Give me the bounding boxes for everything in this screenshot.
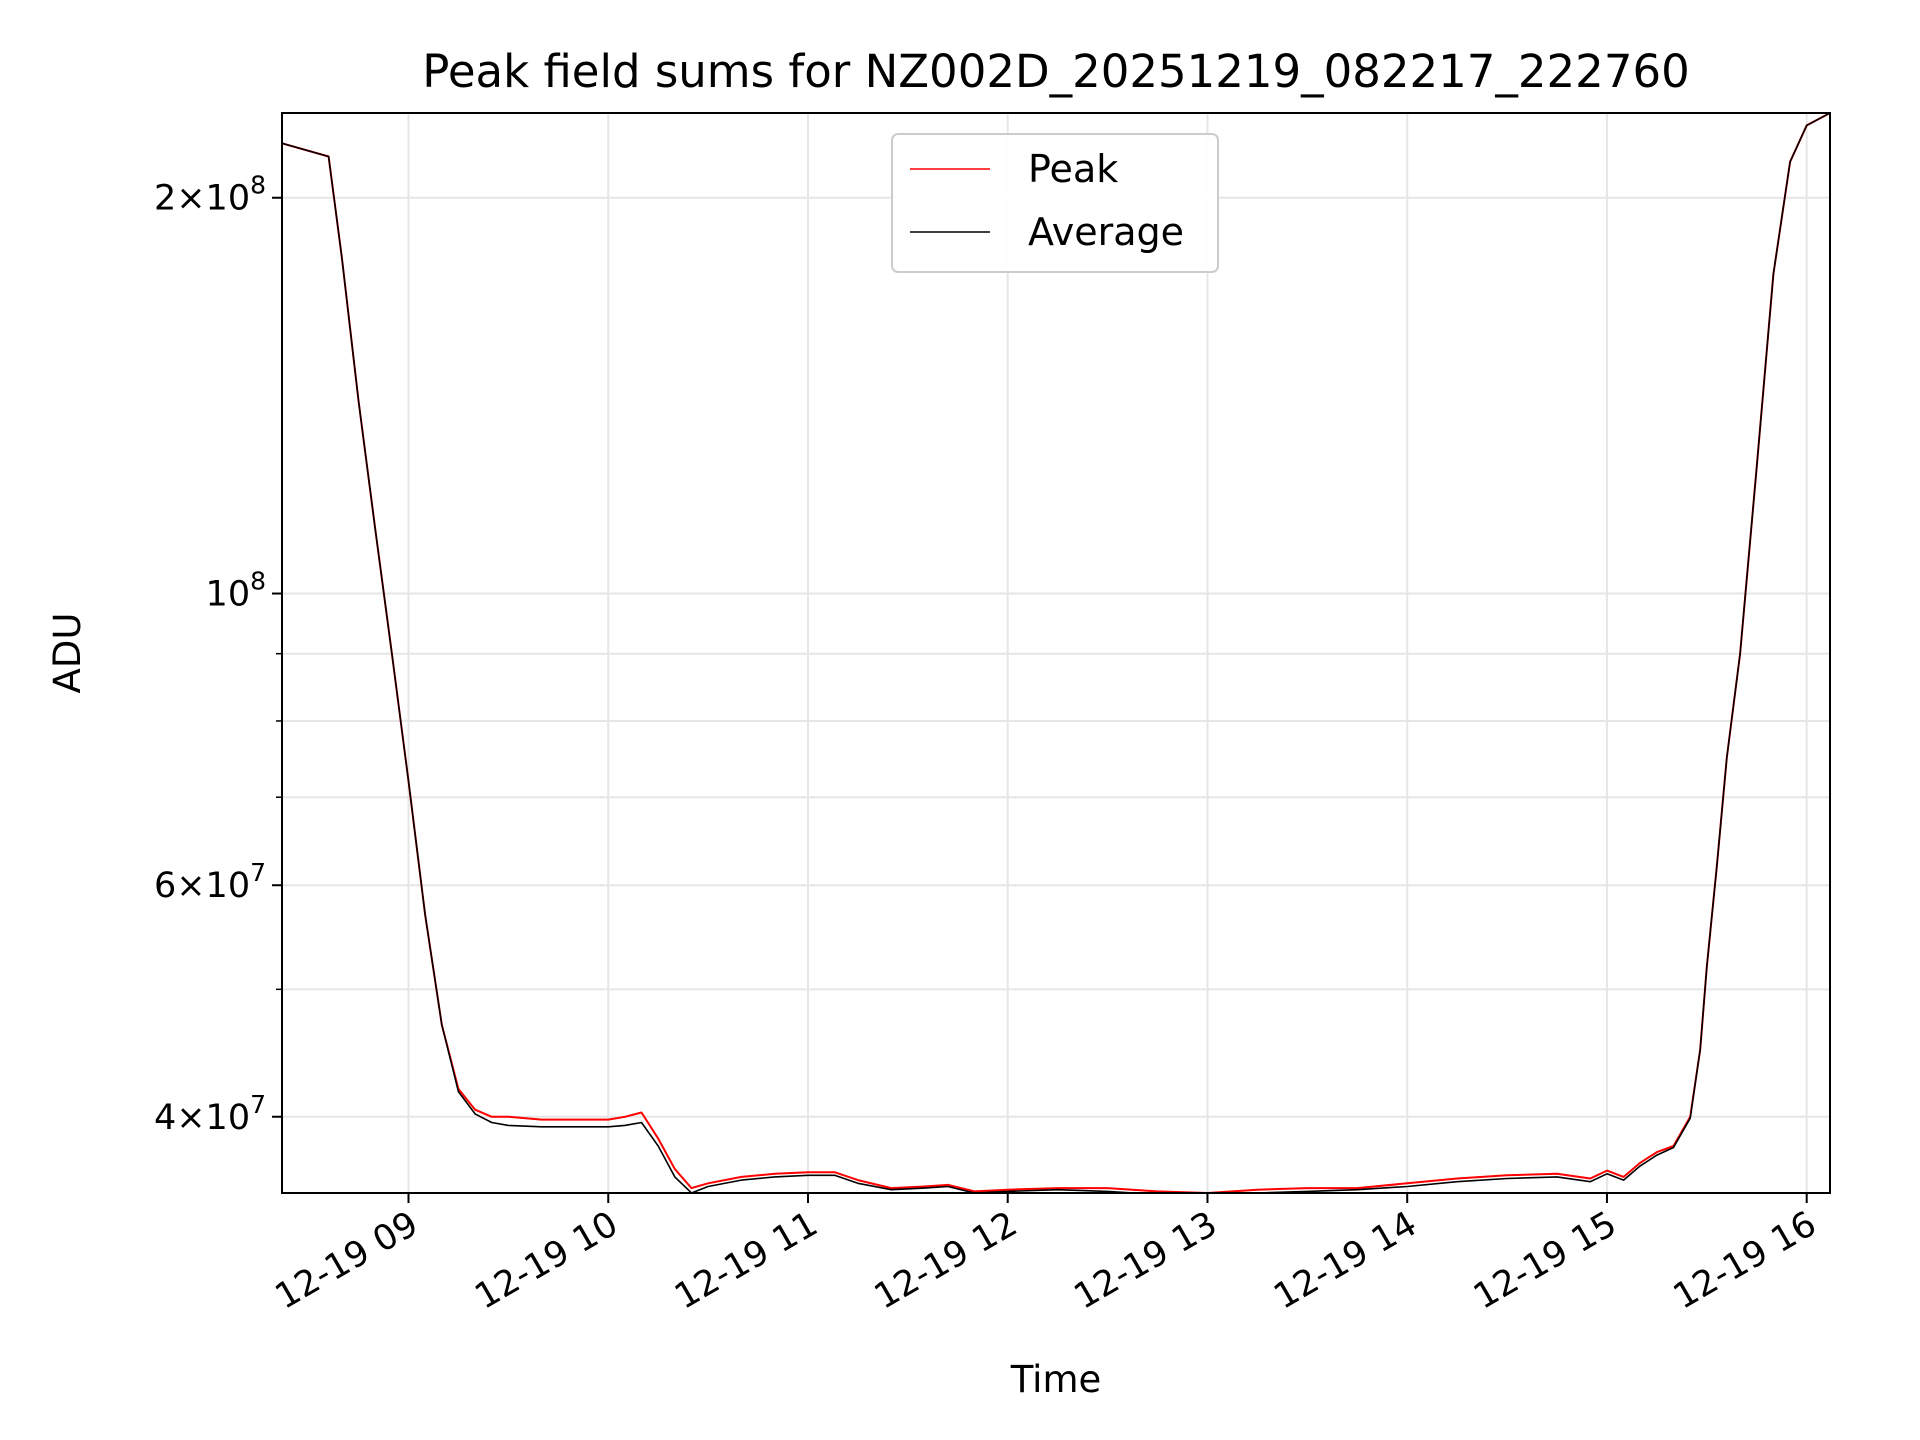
- chart-title: Peak field sums for NZ002D_20251219_0822…: [422, 45, 1689, 98]
- legend-label-peak: Peak: [1028, 147, 1118, 191]
- y-tick-label: 108: [206, 567, 266, 615]
- x-axis-label: Time: [1010, 1358, 1102, 1401]
- y-tick-label: 2×108: [154, 171, 266, 219]
- legend-label-average: Average: [1028, 210, 1184, 254]
- y-tick-label: 6×107: [154, 858, 266, 906]
- legend: Peak Average: [891, 133, 1219, 273]
- series-line-average: [282, 113, 1830, 1193]
- y-axis-label: ADU: [46, 613, 89, 694]
- y-tick-label: 4×107: [154, 1090, 266, 1138]
- series-layer: [282, 113, 1830, 1193]
- grid: [282, 113, 1830, 1193]
